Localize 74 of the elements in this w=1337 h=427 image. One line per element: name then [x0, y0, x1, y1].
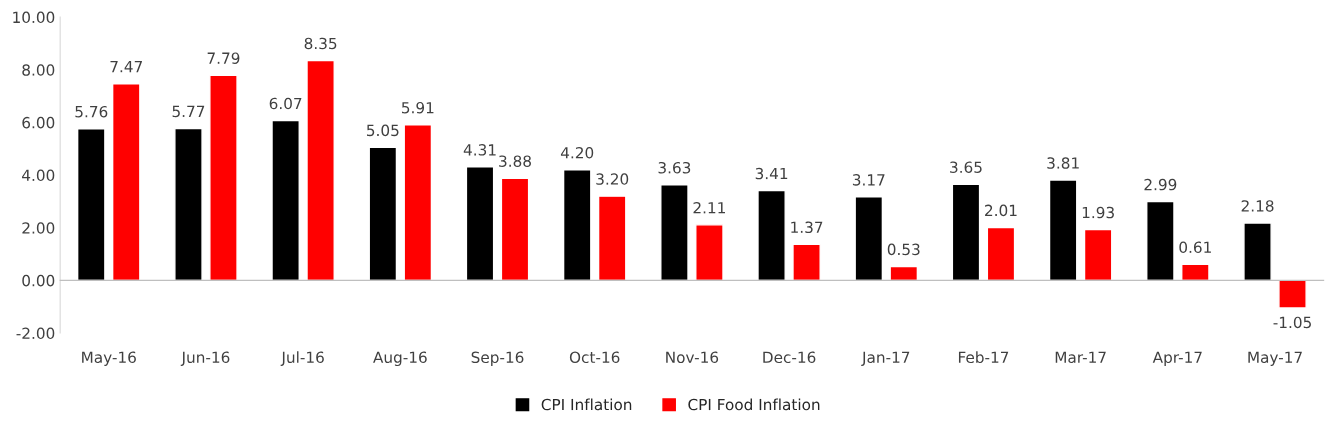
bar	[986, 226, 1016, 282]
bar	[271, 119, 300, 282]
bar	[465, 166, 495, 282]
bar	[597, 195, 627, 282]
x-tick-label: Mar-17	[1055, 351, 1106, 364]
bar	[1048, 179, 1078, 282]
x-tick-label: Jul-16	[280, 351, 324, 366]
legend-label: CPI Food Inflation	[688, 398, 820, 411]
data-label: 3.81	[1047, 157, 1079, 169]
bar	[306, 59, 335, 282]
bar	[695, 224, 724, 282]
data-label: 3.65	[950, 161, 982, 173]
y-tick-label: 8.00	[22, 64, 55, 76]
data-label: 4.20	[560, 146, 594, 159]
bar	[1243, 222, 1272, 282]
data-label: 2.99	[1144, 178, 1177, 191]
bar	[500, 177, 530, 282]
y-tick-label: 0.00	[22, 274, 55, 287]
y-tick-label: 4.00	[22, 169, 55, 182]
y-tick-label: -2.00	[16, 327, 55, 340]
x-tick-label: May-16	[82, 351, 136, 367]
bar	[1181, 263, 1210, 282]
x-tick-label: May-17	[1248, 351, 1302, 367]
x-tick-label: Aug-16	[373, 351, 427, 367]
bar	[403, 124, 433, 282]
data-label: 5.91	[401, 101, 434, 114]
data-label: 4.31	[463, 144, 496, 156]
x-tick-label: Apr-17	[1152, 351, 1202, 367]
data-label: 3.17	[852, 174, 885, 186]
x-tick-label: Sep-16	[471, 351, 524, 367]
data-label: 0.53	[887, 243, 920, 256]
bar	[660, 184, 689, 282]
data-label: 6.07	[269, 97, 302, 110]
data-label: 1.93	[1082, 206, 1114, 219]
bar	[209, 74, 238, 282]
data-label: 2.11	[693, 201, 725, 214]
data-label: 5.05	[367, 124, 399, 137]
data-label: -1.05	[1273, 316, 1311, 329]
bar	[1278, 279, 1307, 309]
data-label: 3.41	[755, 167, 788, 180]
bar	[1083, 228, 1113, 282]
bar	[757, 189, 786, 282]
legend-label: CPI Inflation	[541, 398, 632, 411]
x-tick-label: Jan-17	[861, 351, 910, 366]
data-label: 5.77	[172, 105, 205, 118]
data-label: 7.79	[207, 52, 240, 64]
data-label: 8.35	[304, 37, 337, 50]
bar	[562, 169, 592, 282]
y-tick-label: 10.00	[13, 11, 55, 24]
x-tick-label: Dec-16	[763, 351, 816, 364]
bar	[1146, 200, 1175, 282]
data-label: 2.01	[985, 204, 1017, 217]
y-tick-label: 2.00	[22, 222, 55, 234]
bar	[951, 183, 981, 282]
bar	[368, 146, 398, 282]
data-label: 2.18	[1241, 200, 1274, 212]
bar	[174, 127, 203, 282]
bar	[111, 83, 141, 282]
data-label: 3.63	[658, 161, 691, 174]
data-label: 1.37	[791, 221, 823, 234]
x-tick-label: Feb-17	[958, 351, 1009, 364]
x-tick-label: Nov-16	[666, 351, 719, 364]
bar	[889, 265, 919, 282]
y-tick-label: 6.00	[22, 116, 55, 129]
data-label: 3.20	[596, 173, 629, 185]
data-label: 0.61	[1179, 241, 1211, 254]
bar	[792, 243, 821, 282]
data-label: 3.88	[499, 155, 531, 167]
x-tick-label: Oct-16	[569, 351, 620, 364]
data-label: 5.76	[75, 105, 108, 118]
bar	[854, 196, 884, 282]
x-tick-label: Jun-16	[180, 351, 230, 366]
data-label: 7.47	[110, 61, 142, 73]
bar	[76, 128, 106, 282]
